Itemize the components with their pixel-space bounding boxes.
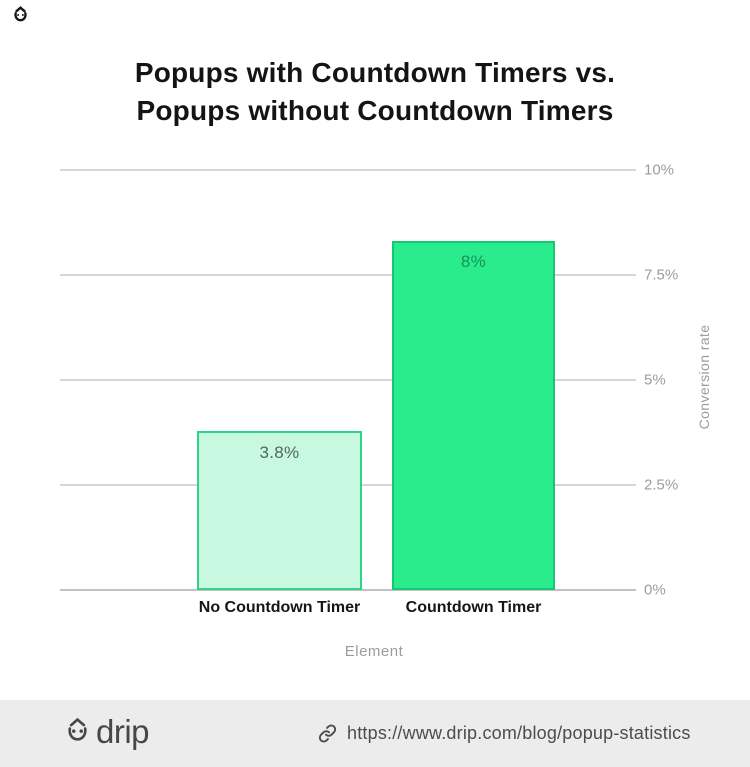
y-tick-label: 10% [644, 161, 675, 179]
x-tick-label: Countdown Timer [405, 599, 542, 616]
chart-title-line2: Popups without Countdown Timers [136, 95, 614, 126]
y-tick-label: 5% [644, 371, 666, 389]
drip-droplet-icon [68, 717, 87, 741]
source-url: https://www.drip.com/blog/popup-statisti… [347, 723, 691, 743]
y-axis-title: Conversion rate [696, 324, 712, 430]
gridline-10% [60, 169, 636, 171]
bar-no-countdown-timer: 3.8% [197, 431, 362, 590]
chart-title-line1: Popups with Countdown Timers vs. [134, 57, 616, 88]
gridline-5% [60, 379, 636, 381]
footer-bar: drip https://www.drip.com/blog/popup-sta… [0, 700, 750, 767]
link-icon [318, 724, 337, 743]
bar-countdown-timer: 8% [392, 241, 555, 590]
chart-title: Popups with Countdown Timers vs. Popups … [0, 54, 750, 130]
x-axis-title: Element [344, 643, 404, 660]
bar-value-label: 3.8% [259, 443, 300, 462]
y-tick-label: 7.5% [644, 266, 679, 284]
drip-logo-text: drip [96, 713, 150, 750]
y-tick-label: 0% [644, 581, 666, 599]
drip-droplet-icon [14, 6, 27, 22]
gridline-0% [60, 589, 636, 591]
gridline-7.5% [60, 274, 636, 276]
y-tick-label: 2.5% [644, 476, 679, 494]
source-link: https://www.drip.com/blog/popup-statisti… [318, 700, 691, 767]
bar-value-label: 8% [460, 252, 487, 271]
x-tick-label: No Countdown Timer [198, 599, 361, 616]
drip-logo: drip [64, 700, 150, 767]
